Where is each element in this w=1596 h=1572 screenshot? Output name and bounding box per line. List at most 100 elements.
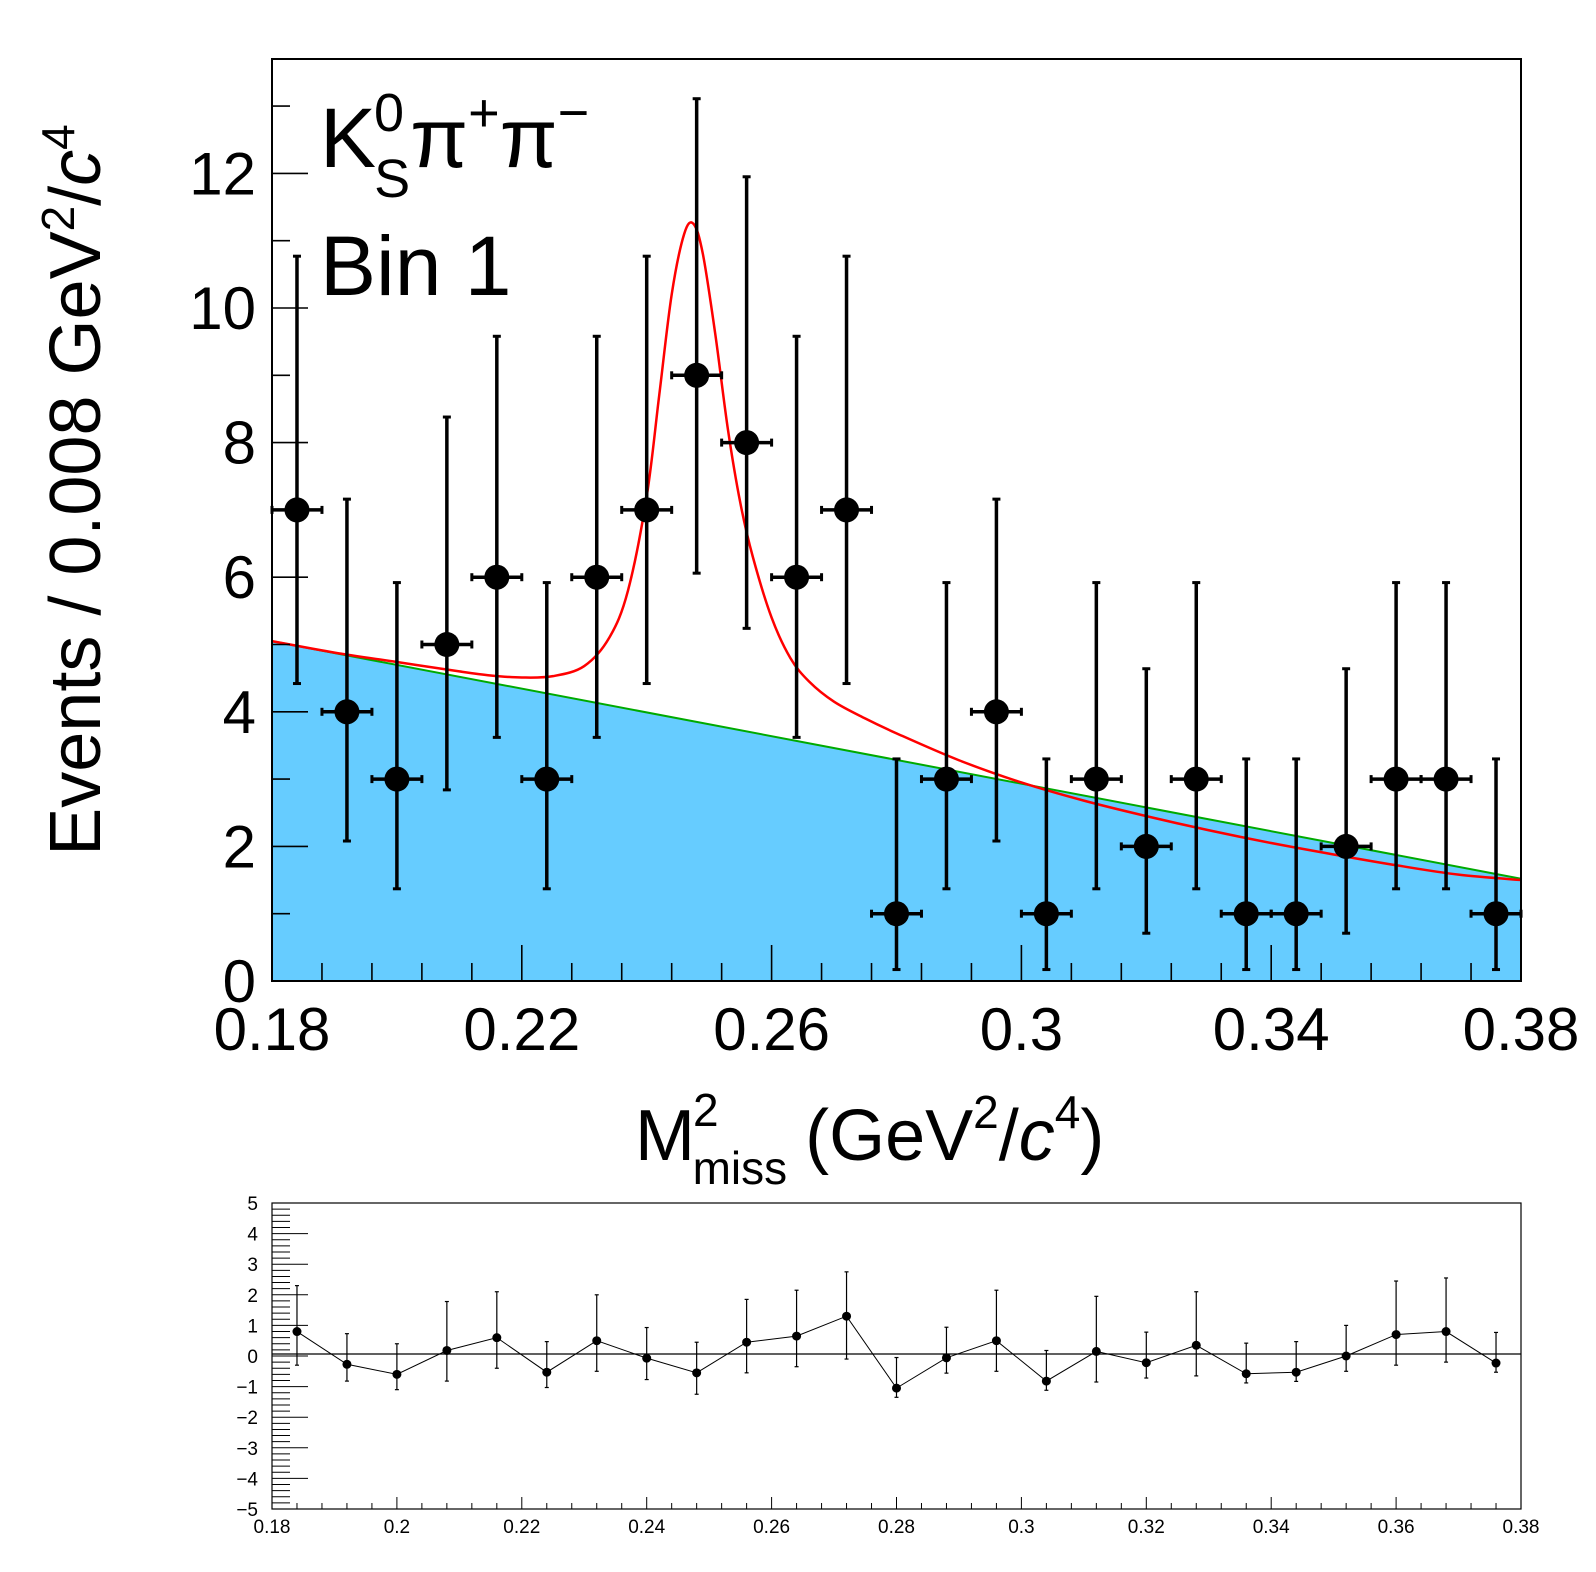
pull-point (692, 1341, 702, 1395)
pull-plot-frame (271, 1202, 1522, 1510)
pull-marker (792, 1331, 802, 1341)
pull-y-tick-label: 5 (247, 1194, 258, 1215)
pull-y-tick-label: 0 (247, 1347, 258, 1368)
data-marker (834, 497, 860, 523)
pull-point (1191, 1291, 1201, 1377)
data-marker (434, 632, 460, 658)
x-axis-title: M2 miss (GeV2/c4) (635, 1084, 1104, 1194)
pull-marker (842, 1311, 852, 1321)
data-marker (584, 564, 610, 590)
x-tick-label: 0.38 (1463, 996, 1580, 1063)
pull-marker (442, 1345, 452, 1355)
pull-point (1391, 1280, 1401, 1366)
data-point (570, 334, 624, 739)
y-tick-label: 8 (223, 410, 256, 477)
y-axis-title: Events / 0.008 GeV2/c4 (32, 124, 116, 856)
y-tick-label: 12 (189, 140, 256, 207)
data-marker (1083, 766, 1109, 792)
y-tick-label: 10 (189, 275, 256, 342)
pull-point (442, 1300, 452, 1382)
y-tick-label: 2 (223, 813, 256, 880)
data-marker (1433, 766, 1459, 792)
x-tick-label: 0.26 (713, 996, 830, 1063)
pull-point (792, 1289, 802, 1368)
pull-y-tick-label: 4 (247, 1225, 258, 1246)
pull-marker (1141, 1358, 1151, 1368)
pull-marker (991, 1336, 1001, 1346)
pull-x-tick-label: 0.28 (878, 1517, 915, 1538)
data-marker (534, 766, 560, 792)
pull-marker (542, 1367, 552, 1377)
pull-x-tick-label: 0.3 (1008, 1517, 1034, 1538)
pull-x-tick-label: 0.18 (254, 1517, 291, 1538)
pull-point (892, 1356, 901, 1398)
pull-point (1141, 1331, 1151, 1379)
data-point (1269, 757, 1323, 972)
data-point (919, 581, 973, 891)
pull-point (1241, 1342, 1251, 1384)
pull-marker (342, 1359, 352, 1369)
data-marker (884, 901, 909, 927)
pull-marker (592, 1336, 602, 1346)
pull-y-tick-label: −2 (236, 1408, 258, 1429)
pull-y-tick-label: 2 (247, 1286, 258, 1307)
pull-point (1291, 1341, 1301, 1382)
data-marker (1483, 901, 1509, 927)
pull-x-tick-label: 0.36 (1378, 1517, 1415, 1538)
data-marker (334, 699, 360, 725)
pull-x-tick-label: 0.38 (1503, 1517, 1540, 1538)
y-tick-label: 0 (223, 948, 256, 1015)
data-marker (983, 699, 1009, 725)
data-point (720, 175, 774, 630)
data-point (370, 581, 424, 891)
data-point (420, 415, 474, 792)
pull-marker (1091, 1346, 1101, 1356)
data-point (1319, 667, 1373, 935)
data-point (670, 97, 724, 575)
y-tick-label: 4 (223, 679, 256, 746)
pull-marker (692, 1368, 702, 1378)
data-marker (1283, 901, 1309, 927)
pull-y-tick-label: −1 (236, 1378, 258, 1399)
pull-point (1341, 1324, 1351, 1372)
data-point (520, 581, 574, 891)
data-marker (734, 430, 760, 456)
x-tick-label: 0.22 (463, 996, 580, 1063)
pull-point (1441, 1277, 1451, 1363)
data-marker (784, 564, 810, 590)
pull-y-tick-label: −3 (236, 1439, 258, 1460)
data-marker (1033, 901, 1059, 927)
data-marker (634, 497, 660, 523)
pull-point (742, 1298, 752, 1374)
data-point (1119, 667, 1173, 935)
bin-annotation: Bin 1 (320, 219, 511, 313)
data-marker (933, 766, 959, 792)
pull-marker (1491, 1358, 1501, 1368)
data-marker (1383, 766, 1409, 792)
pull-marker (492, 1333, 502, 1343)
pull-point (991, 1289, 1001, 1372)
data-point (1019, 757, 1073, 972)
pull-y-tick-label: 3 (247, 1255, 258, 1276)
data-marker (1183, 766, 1209, 792)
pull-marker (1291, 1367, 1301, 1377)
pull-marker (742, 1337, 752, 1347)
pull-x-tick-label: 0.34 (1253, 1517, 1290, 1538)
data-marker (284, 497, 310, 523)
data-point (770, 334, 824, 739)
pull-point (1041, 1349, 1051, 1391)
data-marker (384, 766, 410, 792)
pull-point (642, 1326, 652, 1381)
pull-point (392, 1343, 402, 1391)
pull-marker (1441, 1327, 1451, 1337)
main-plot: 0.18 0.22 0.26 0.3 0.34 0.38 0 2 4 6 8 10 12 Events… (32, 58, 1580, 1194)
pull-x-tick-label: 0.24 (628, 1517, 665, 1538)
pull-marker (892, 1383, 901, 1393)
y-tick-label: 6 (223, 544, 256, 611)
x-tick-label: 0.18 (214, 996, 331, 1063)
pull-y-tick-label: −4 (236, 1469, 258, 1490)
data-point (1219, 757, 1273, 972)
pull-y-tick-label: 1 (247, 1316, 258, 1337)
data-marker (1133, 833, 1159, 859)
data-point (620, 254, 674, 686)
